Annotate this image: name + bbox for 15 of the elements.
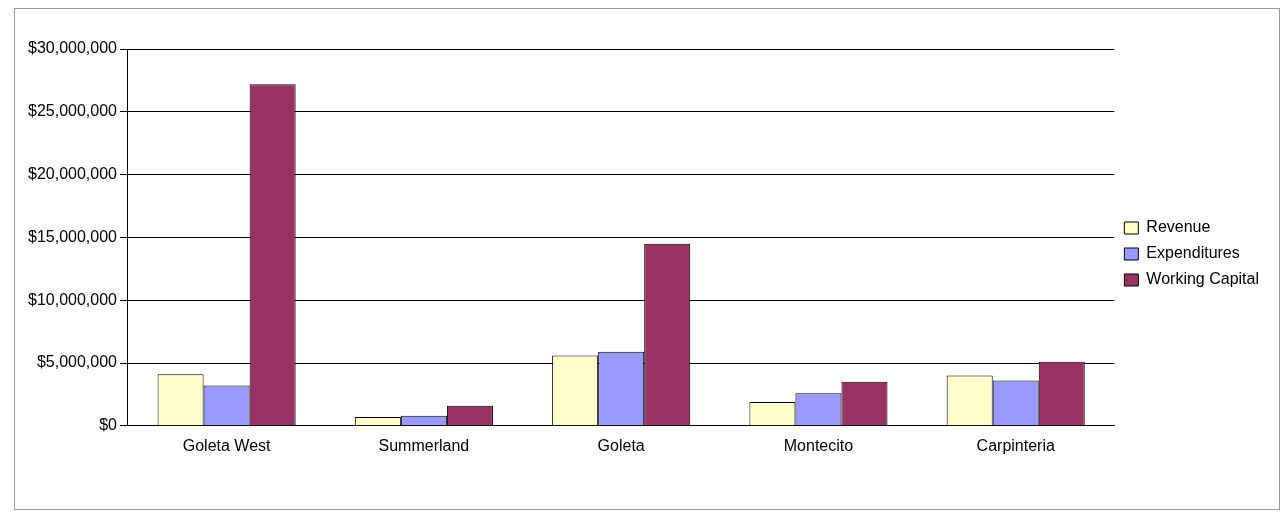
y-tick-label: $0 (99, 416, 118, 434)
x-tick-label: Montecito (783, 436, 854, 454)
x-tick-label: Carpinteria (976, 436, 1055, 454)
y-tick-label: $15,000,000 (27, 227, 118, 245)
x-tick-label: Goleta (597, 436, 645, 454)
y-tick-label: $30,000,000 (27, 39, 118, 57)
x-tick-label: Goleta West (182, 436, 272, 454)
y-tick-label: $5,000,000 (36, 353, 118, 371)
legend-label: Expenditures (1146, 244, 1240, 262)
legend-label: Working Capital (1146, 270, 1259, 288)
y-tick-label: $20,000,000 (27, 165, 118, 183)
legend-label: Revenue (1146, 218, 1211, 236)
x-tick-label: Summerland (378, 436, 470, 454)
y-tick-label: $25,000,000 (27, 102, 118, 120)
y-tick-label: $10,000,000 (27, 290, 118, 308)
